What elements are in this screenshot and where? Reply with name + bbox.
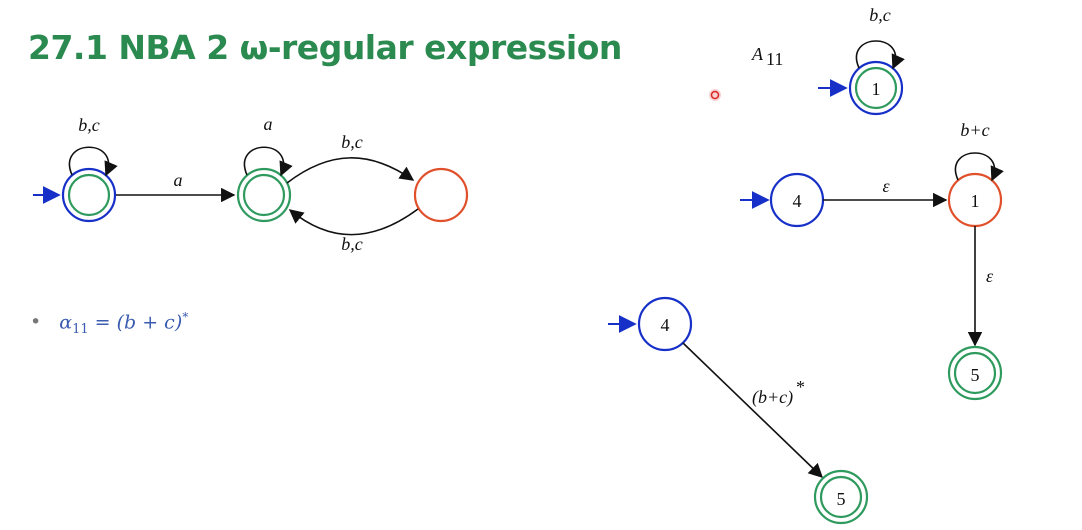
- left-state-initial: [61, 167, 117, 223]
- a11-name-sub: 11: [766, 49, 783, 69]
- right-selfloop-1: [954, 152, 1004, 182]
- right-state-5: [947, 345, 1003, 401]
- left-selfloop-middle-label: a: [264, 114, 273, 134]
- right-selfloop-1-label: b+c: [960, 120, 989, 140]
- left-selfloop-initial-label: b,c: [78, 115, 100, 135]
- a11-state: [848, 60, 904, 116]
- slide-title: 27.1 NBA 2 ω-regular expression: [28, 28, 622, 67]
- formula-rhs: (b + c): [116, 311, 183, 334]
- bottom-state-5-label: 5: [837, 489, 846, 509]
- left-state-middle: [236, 167, 292, 223]
- formula-lhs-sub: 11: [72, 322, 89, 338]
- bottom-state-4-label: 4: [661, 315, 670, 335]
- left-edge-top: [286, 157, 415, 184]
- right-state-1-label: 1: [971, 191, 980, 211]
- right-edge-eps2-label: ε: [986, 266, 994, 286]
- right-edge-eps1-label: ε: [882, 176, 890, 196]
- left-edge-bottom: [288, 208, 419, 236]
- right-state-5-label: 5: [971, 365, 980, 385]
- alpha-formula: • α11 = (b + c)*: [30, 310, 188, 337]
- left-state-red: [413, 167, 469, 223]
- a11-state-label: 1: [872, 79, 881, 99]
- left-selfloop-middle: [243, 146, 293, 177]
- left-edge-top-label: b,c: [341, 132, 363, 152]
- formula-eq: =: [88, 311, 117, 334]
- formula-rhs-sup: *: [182, 310, 189, 324]
- right-state-4-label: 4: [793, 191, 802, 211]
- a11-name: A: [751, 44, 764, 64]
- left-edge-bottom-label: b,c: [341, 234, 363, 254]
- a11-selfloop: [855, 40, 905, 70]
- bottom-edge-label: (b+c): [752, 387, 793, 408]
- bottom-edge: [682, 342, 824, 478]
- bottom-state-5: [813, 469, 869, 525]
- left-edge-a-label: a: [174, 170, 183, 190]
- formula-lhs: α: [59, 311, 73, 334]
- laser-pointer-icon: [709, 89, 721, 101]
- left-selfloop-initial: [68, 146, 118, 177]
- bottom-edge-sup: *: [796, 377, 805, 397]
- bottom-state-4: [637, 296, 693, 352]
- bullet: •: [30, 311, 42, 334]
- a11-selfloop-label: b,c: [869, 5, 891, 25]
